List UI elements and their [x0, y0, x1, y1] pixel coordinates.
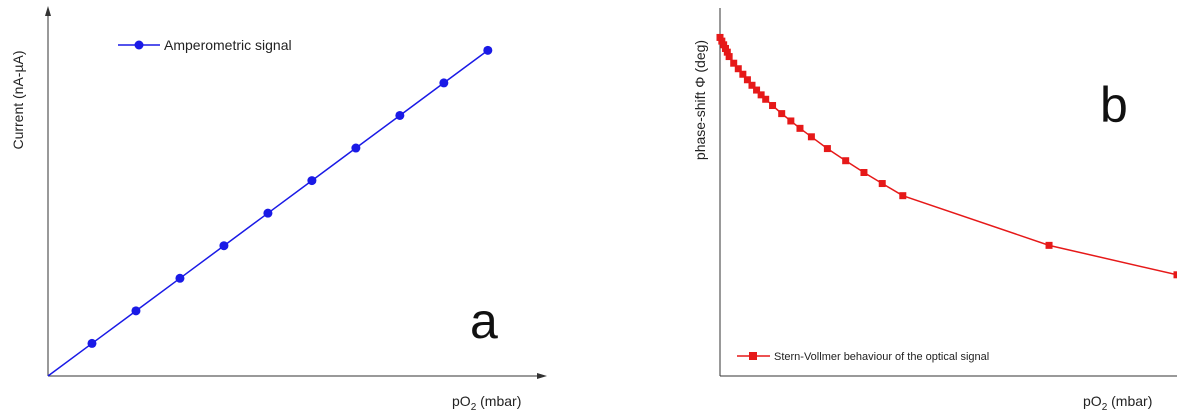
data-point-b-17 — [796, 124, 804, 132]
panel-letter-b: b — [1100, 77, 1128, 133]
chart-panel-a: Current (nA-µA) pO2 (mbar) a Amperometri… — [10, 6, 547, 412]
x-label-main-a: pO — [452, 393, 471, 409]
chart-panel-b: phase-shift Φ (deg) pO2 (mbar) b Stern-V… — [692, 8, 1177, 412]
data-point-a-3 — [175, 273, 185, 283]
data-point-b-6 — [730, 59, 738, 67]
y-axis-label-b: phase-shift Φ (deg) — [692, 40, 708, 160]
y-axis-arrow-a — [45, 6, 51, 16]
data-point-b-21 — [860, 168, 868, 176]
data-point-a-2 — [131, 306, 141, 316]
legend-marker-a — [134, 40, 144, 50]
data-point-b-22 — [878, 180, 886, 188]
x-axis-arrow-a — [537, 373, 547, 379]
x-label-main-b: pO — [1083, 393, 1102, 409]
legend-marker-b — [749, 352, 757, 360]
x-label-sub-b: 2 — [1102, 402, 1108, 412]
x-axis-label-a: pO2 (mbar) — [452, 393, 521, 412]
series-line-b — [719, 37, 1177, 276]
data-point-b-19 — [823, 145, 831, 153]
data-point-b-4 — [723, 48, 731, 56]
data-point-b-5 — [725, 53, 733, 61]
legend-b: Stern-Vollmer behaviour of the optical s… — [737, 351, 989, 363]
data-point-a-10 — [483, 45, 493, 55]
data-point-a-7 — [351, 143, 361, 153]
data-point-b-0 — [716, 33, 724, 41]
panel-letter-a: a — [470, 293, 498, 349]
data-point-b-16 — [787, 117, 795, 125]
data-point-b-8 — [739, 70, 747, 78]
data-point-a-1 — [87, 338, 97, 348]
data-point-b-14 — [769, 102, 777, 110]
x-label-unit-b: (mbar) — [1107, 393, 1152, 409]
legend-a: Amperometric signal — [118, 37, 292, 53]
data-point-b-25 — [1173, 271, 1177, 279]
data-point-b-24 — [1045, 241, 1053, 249]
data-point-a-6 — [307, 176, 317, 186]
x-axis-label-b: pO2 (mbar) — [1083, 393, 1152, 412]
legend-label-a: Amperometric signal — [164, 37, 292, 53]
data-point-b-1 — [718, 37, 726, 45]
x-label-sub-a: 2 — [471, 402, 477, 412]
data-point-b-2 — [720, 41, 728, 49]
data-point-b-10 — [748, 81, 756, 89]
data-point-a-4 — [219, 241, 229, 251]
y-axis-label-a: Current (nA-µA) — [10, 50, 26, 149]
data-point-b-20 — [842, 157, 850, 165]
data-point-b-18 — [807, 133, 815, 141]
x-label-unit-a: (mbar) — [476, 393, 521, 409]
data-point-b-9 — [743, 76, 751, 84]
plot-area-a — [47, 45, 493, 377]
plot-area-b — [716, 33, 1177, 279]
data-point-b-15 — [778, 110, 786, 118]
data-point-a-9 — [439, 78, 449, 88]
data-point-b-23 — [899, 192, 907, 200]
data-point-b-13 — [762, 95, 770, 103]
legend-label-b: Stern-Vollmer behaviour of the optical s… — [774, 351, 989, 363]
data-point-b-11 — [753, 86, 761, 94]
data-point-b-12 — [757, 91, 765, 99]
data-point-a-8 — [395, 110, 405, 120]
data-point-a-5 — [263, 208, 273, 218]
data-point-b-3 — [721, 44, 729, 52]
data-point-b-7 — [734, 65, 742, 73]
